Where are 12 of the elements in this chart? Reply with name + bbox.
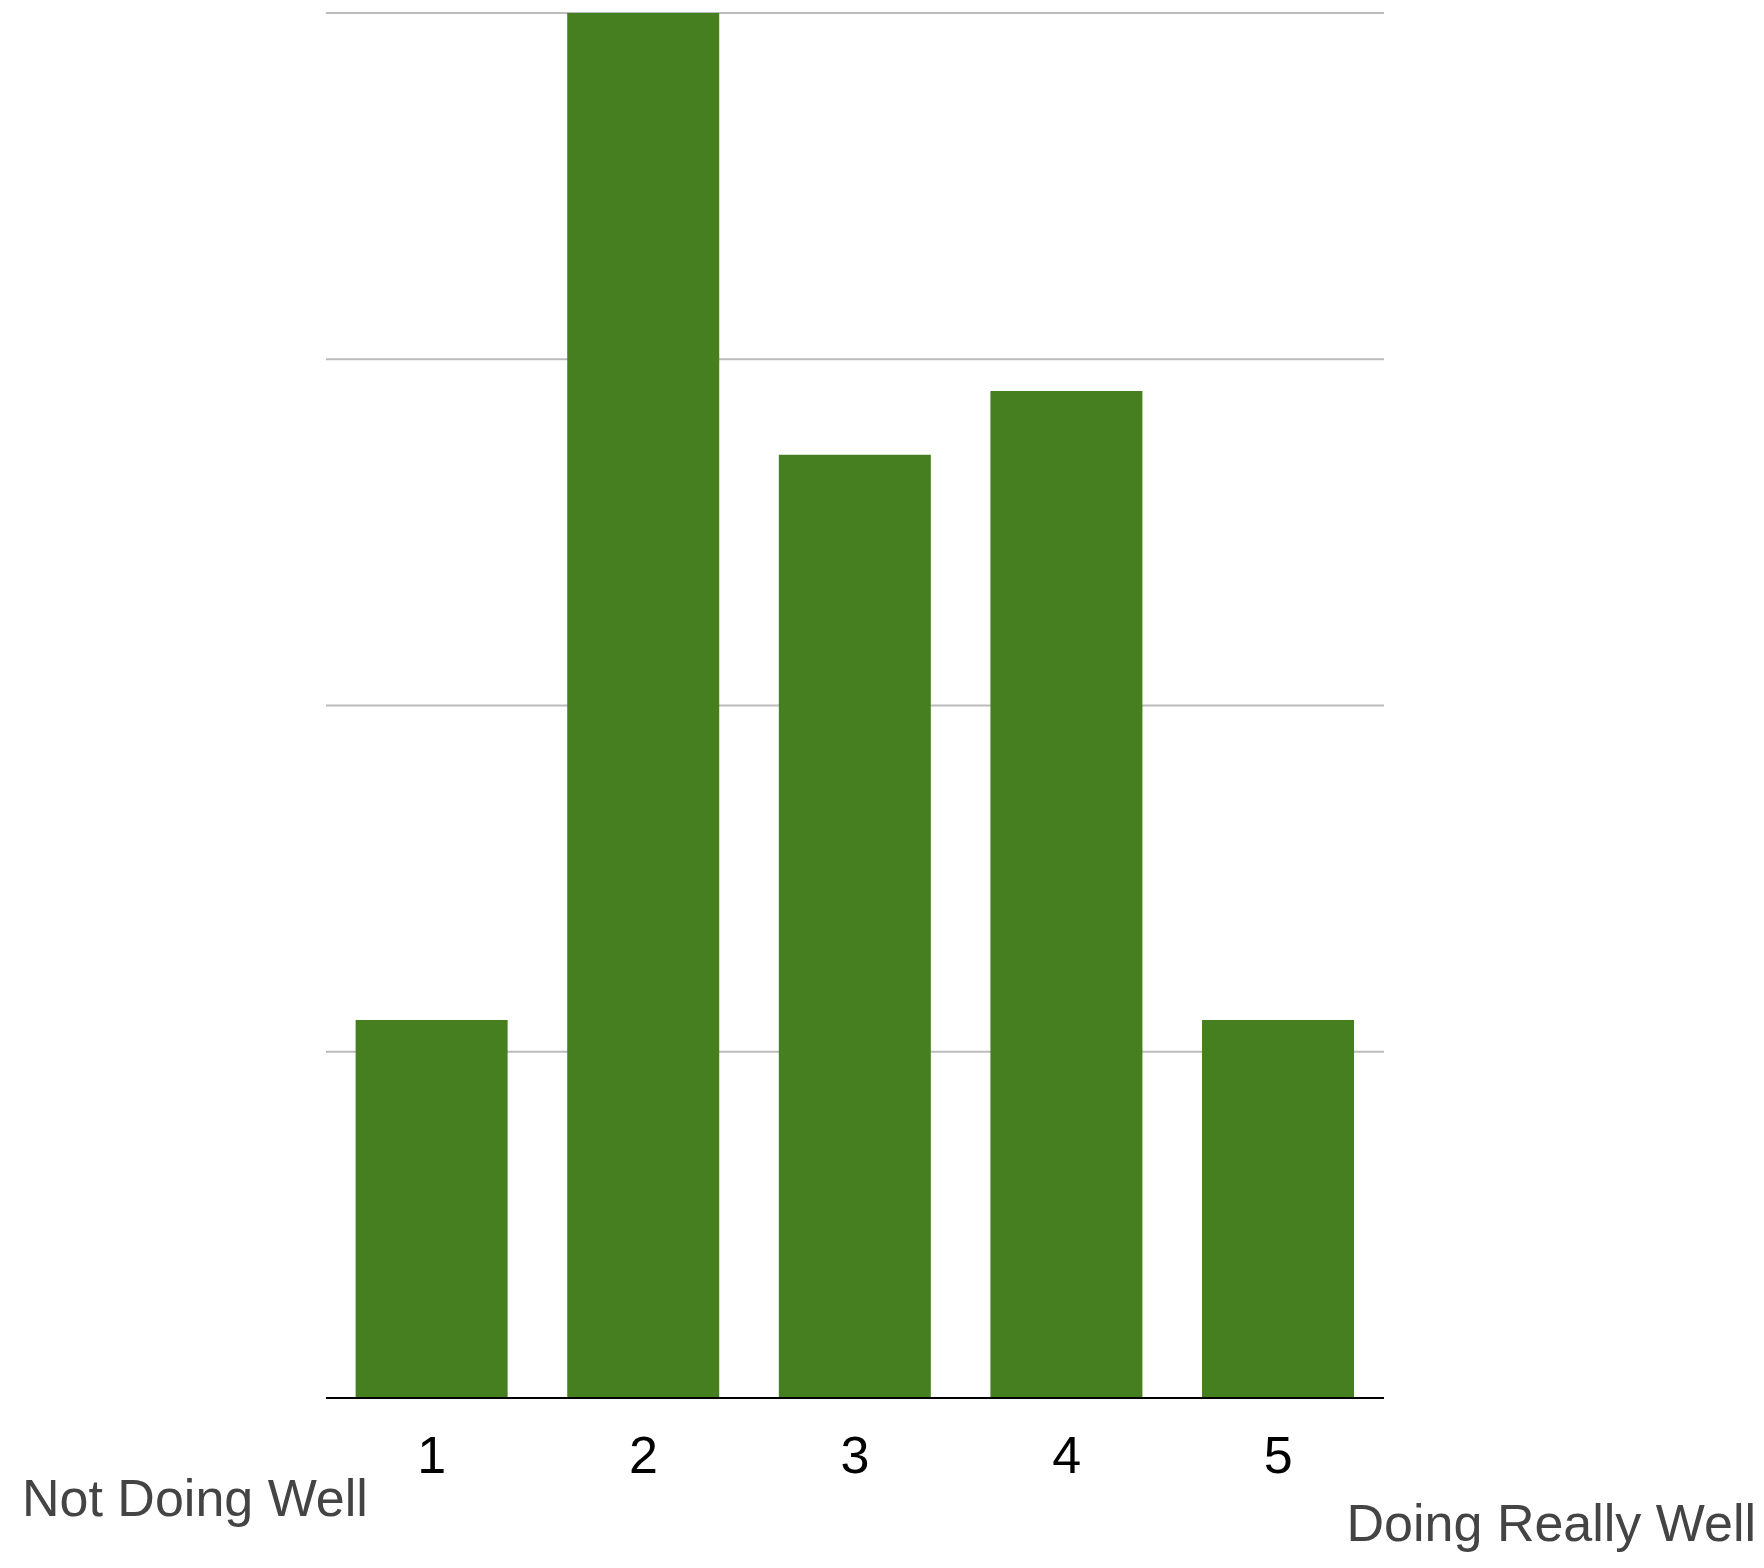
x-tick-label: 5 [1263,1425,1293,1484]
bar [1202,1019,1355,1398]
x-tick-label: 4 [1052,1425,1082,1484]
bar [990,391,1143,1398]
text: Not Doing Well [22,1468,368,1528]
text: Doing Really Well [1346,1493,1756,1553]
x-tick-label: 1 [417,1425,447,1484]
bar [567,13,720,1398]
x-tick-label: 3 [840,1425,870,1484]
x-tick-label: 2 [628,1425,658,1484]
bar [355,1019,508,1398]
bar [778,454,931,1398]
